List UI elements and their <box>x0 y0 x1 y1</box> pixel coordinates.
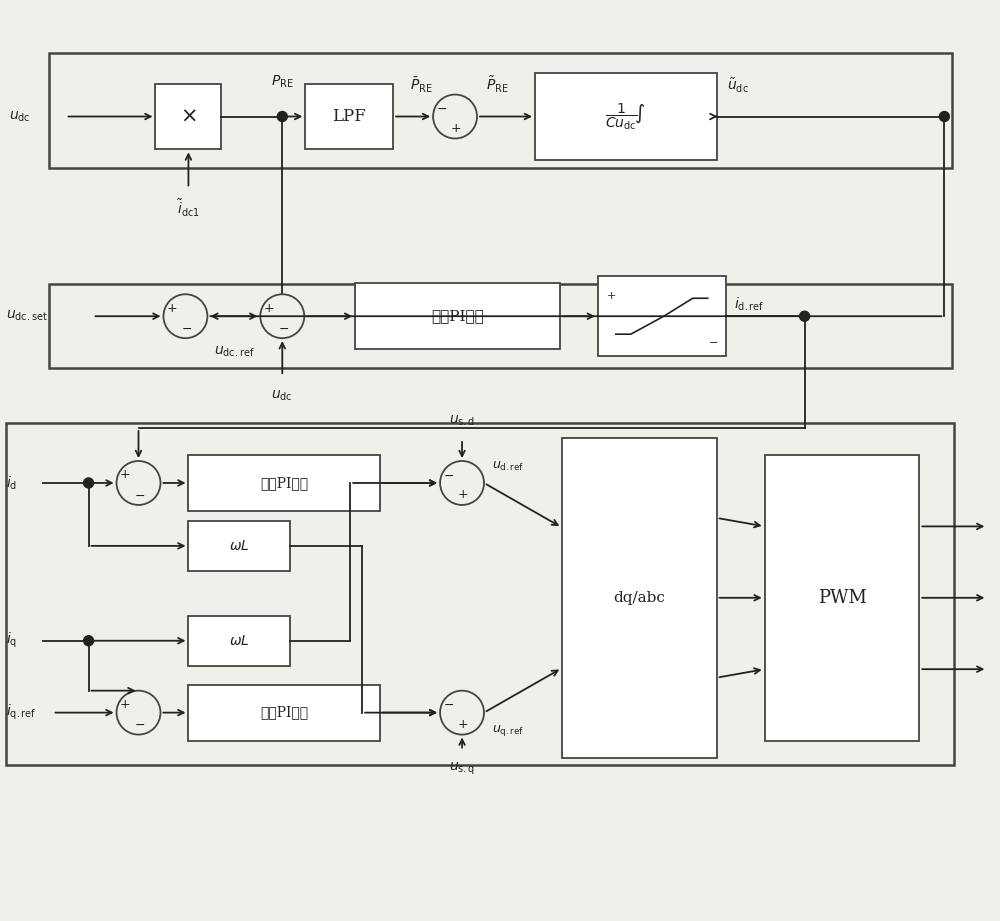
Text: $i_{\rm d}$: $i_{\rm d}$ <box>6 474 17 492</box>
FancyBboxPatch shape <box>188 684 380 740</box>
FancyBboxPatch shape <box>188 521 290 571</box>
Circle shape <box>84 478 94 488</box>
Text: $u_{\rm q.ref}$: $u_{\rm q.ref}$ <box>492 723 524 738</box>
Text: dq/abc: dq/abc <box>613 590 665 605</box>
Text: $-$: $-$ <box>443 698 454 711</box>
Text: $+$: $+$ <box>263 302 274 315</box>
Text: $+$: $+$ <box>457 488 469 501</box>
Text: $+$: $+$ <box>457 718 469 731</box>
Text: $-$: $-$ <box>443 469 454 482</box>
Text: 电流PI控制: 电流PI控制 <box>260 705 308 719</box>
Text: 电流PI控制: 电流PI控制 <box>260 476 308 490</box>
FancyBboxPatch shape <box>598 276 726 356</box>
Circle shape <box>84 635 94 646</box>
Text: $\times$: $\times$ <box>180 107 197 126</box>
Text: $u_{\rm s.d}$: $u_{\rm s.d}$ <box>449 414 475 428</box>
Text: $-$: $-$ <box>134 488 145 501</box>
Text: $i_{\rm q.ref}$: $i_{\rm q.ref}$ <box>6 703 36 722</box>
FancyBboxPatch shape <box>355 284 560 349</box>
Text: $\tilde{u}_{\rm dc}$: $\tilde{u}_{\rm dc}$ <box>727 76 749 95</box>
Text: $P_{\rm RE}$: $P_{\rm RE}$ <box>271 73 294 89</box>
Circle shape <box>277 111 287 122</box>
Text: $i_{\rm d.ref}$: $i_{\rm d.ref}$ <box>734 296 764 313</box>
Text: PWM: PWM <box>818 589 866 607</box>
FancyBboxPatch shape <box>155 84 221 149</box>
Text: $u_{\rm d.ref}$: $u_{\rm d.ref}$ <box>492 460 524 473</box>
Text: $+$: $+$ <box>119 469 130 482</box>
Text: $-$: $-$ <box>278 321 289 334</box>
Text: $\omega L$: $\omega L$ <box>229 634 250 647</box>
Text: $\bar{P}_{\rm RE}$: $\bar{P}_{\rm RE}$ <box>410 76 433 95</box>
Text: $+$: $+$ <box>166 302 177 315</box>
FancyBboxPatch shape <box>188 616 290 666</box>
Text: $\tilde{P}_{\rm RE}$: $\tilde{P}_{\rm RE}$ <box>486 75 508 95</box>
Text: $-$: $-$ <box>708 336 718 346</box>
Text: 电压PI控制: 电压PI控制 <box>431 309 484 323</box>
Text: $u_{\rm dc.ref}$: $u_{\rm dc.ref}$ <box>214 344 255 358</box>
Text: $+$: $+$ <box>119 698 130 711</box>
Text: $u_{\rm dc.set}$: $u_{\rm dc.set}$ <box>6 309 48 323</box>
FancyBboxPatch shape <box>562 438 717 758</box>
Text: $u_{\rm dc}$: $u_{\rm dc}$ <box>271 388 293 402</box>
Circle shape <box>939 111 949 122</box>
Text: $u_{\rm dc}$: $u_{\rm dc}$ <box>9 110 30 123</box>
Text: $\omega L$: $\omega L$ <box>229 539 250 553</box>
FancyBboxPatch shape <box>765 455 919 740</box>
Text: $-$: $-$ <box>181 321 192 334</box>
Text: $-$: $-$ <box>134 718 145 731</box>
FancyBboxPatch shape <box>305 84 393 149</box>
Text: $u_{\rm s.q}$: $u_{\rm s.q}$ <box>449 761 475 776</box>
Circle shape <box>800 311 810 321</box>
Text: $\dfrac{1}{Cu_{\rm dc}}\!\int$: $\dfrac{1}{Cu_{\rm dc}}\!\int$ <box>605 101 646 132</box>
Text: $-$: $-$ <box>436 102 447 115</box>
Text: $\tilde{i}_{\rm dc1}$: $\tilde{i}_{\rm dc1}$ <box>177 198 200 219</box>
Text: $i_{\rm q}$: $i_{\rm q}$ <box>6 631 17 650</box>
FancyBboxPatch shape <box>188 455 380 511</box>
Text: $+$: $+$ <box>450 122 462 135</box>
FancyBboxPatch shape <box>535 73 717 160</box>
Text: $+$: $+$ <box>606 290 616 301</box>
Text: LPF: LPF <box>332 108 366 125</box>
